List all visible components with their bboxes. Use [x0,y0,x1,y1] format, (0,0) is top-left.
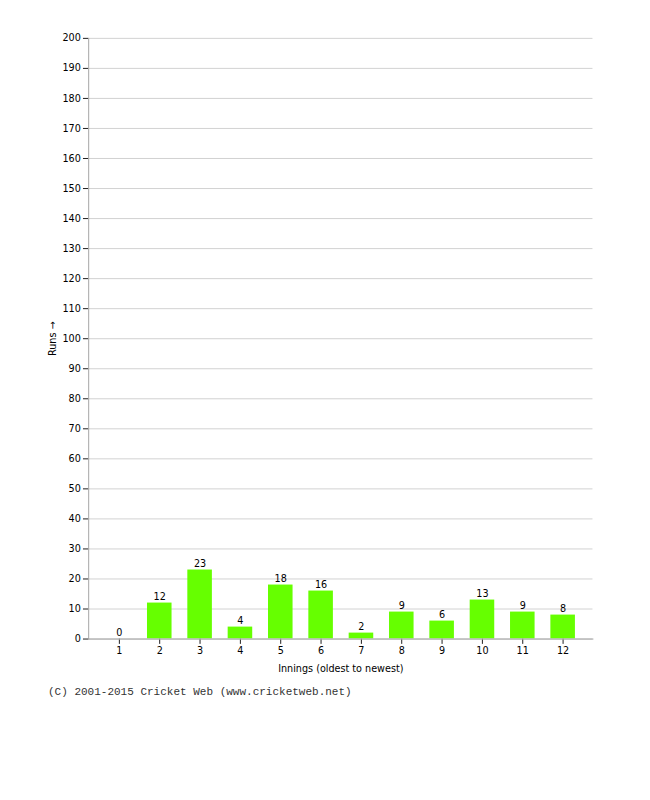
svg-text:1: 1 [116,645,122,656]
svg-text:70: 70 [69,423,81,434]
svg-text:90: 90 [69,363,81,374]
svg-text:180: 180 [62,93,80,104]
svg-text:5: 5 [278,645,284,656]
svg-text:9: 9 [399,600,405,611]
svg-text:60: 60 [69,453,81,464]
svg-text:6: 6 [439,609,445,620]
svg-text:20: 20 [69,573,81,584]
svg-text:4: 4 [237,645,243,656]
svg-text:200: 200 [62,32,80,43]
svg-text:190: 190 [62,62,80,73]
svg-text:100: 100 [62,333,80,344]
svg-text:50: 50 [69,483,81,494]
svg-text:30: 30 [69,543,81,554]
svg-text:10: 10 [69,603,81,614]
svg-text:3: 3 [197,645,203,656]
svg-text:170: 170 [62,123,80,134]
svg-text:0: 0 [75,633,81,644]
svg-text:12: 12 [557,645,569,656]
svg-text:13: 13 [476,588,488,599]
svg-text:18: 18 [275,573,287,584]
svg-text:2: 2 [358,621,364,632]
svg-text:9: 9 [439,645,445,656]
svg-text:7: 7 [358,645,364,656]
svg-text:0: 0 [116,627,122,638]
svg-text:150: 150 [62,183,80,194]
svg-text:40: 40 [69,513,81,524]
svg-text:130: 130 [62,243,80,254]
svg-text:8: 8 [399,645,405,656]
svg-text:Runs →: Runs → [47,321,58,356]
svg-text:160: 160 [62,153,80,164]
svg-text:2: 2 [157,645,163,656]
svg-text:6: 6 [318,645,324,656]
svg-text:120: 120 [62,273,80,284]
svg-text:Innings (oldest to newest): Innings (oldest to newest) [278,663,403,674]
svg-text:110: 110 [62,303,80,314]
svg-text:4: 4 [237,615,243,626]
html-text:(C) 2001-2015 Cricket Web (www: (C) 2001-2015 Cricket Web (www.cricketwe… [48,686,352,699]
svg-text:8: 8 [560,603,566,614]
svg-text:11: 11 [517,645,529,656]
svg-text:140: 140 [62,213,80,224]
svg-text:12: 12 [154,591,166,602]
svg-text:16: 16 [315,579,327,590]
svg-text:9: 9 [520,600,526,611]
svg-text:80: 80 [69,393,81,404]
svg-text:10: 10 [476,645,488,656]
svg-text:23: 23 [194,558,206,569]
